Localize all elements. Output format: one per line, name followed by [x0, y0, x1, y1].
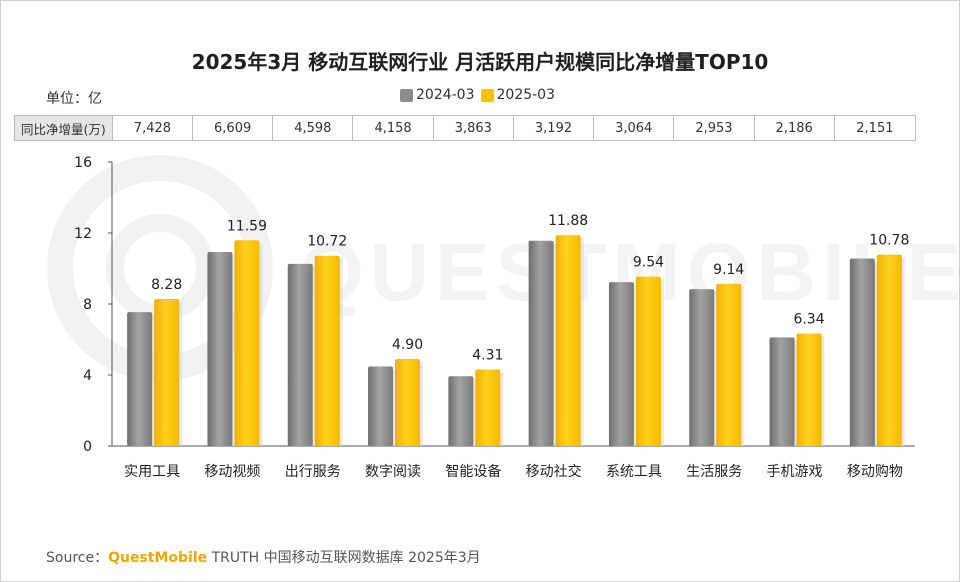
bar-2024-03 — [287, 263, 313, 446]
x-category-label: 移动视频 — [204, 464, 260, 480]
bar-2024-03 — [207, 251, 233, 446]
bar-2025-03 — [234, 240, 260, 446]
watermark: QUESTMOBILE — [47, 155, 960, 381]
bar-2024-03 — [368, 366, 394, 446]
bar-2025-03 — [395, 359, 421, 446]
data-label: 8.28 — [151, 277, 182, 293]
chart-title: 2025年3月 移动互联网行业 月活跃用户规模同比净增量TOP10 — [191, 50, 769, 74]
bar-2025-03 — [555, 235, 581, 446]
table-value-cell: 2,151 — [856, 120, 894, 136]
table-value-cell: 6,609 — [193, 116, 274, 140]
x-category-label: 实用工具 — [124, 464, 180, 480]
bar-2025-03 — [154, 299, 180, 446]
x-category-label: 智能设备 — [445, 463, 501, 480]
table-value-cell: 3,192 — [514, 116, 595, 140]
x-category-label: 出行服务 — [285, 464, 341, 480]
table-value-cell: 4,598 — [273, 116, 354, 140]
legend-item-2025: 2025-03 — [480, 87, 556, 103]
y-tick-label: 0 — [83, 439, 92, 455]
bar-2024-03 — [608, 282, 634, 446]
legend-swatch-2025 — [480, 88, 494, 102]
x-category-label: 系统工具 — [606, 464, 662, 480]
data-label: 9.54 — [633, 255, 664, 271]
x-category-label: 移动社交 — [526, 463, 582, 480]
data-label: 6.34 — [793, 311, 824, 327]
source-prefix: Source： — [46, 550, 109, 566]
unit-label: 单位：亿 — [46, 91, 102, 107]
bar-2024-03 — [528, 240, 554, 446]
bar-2025-03 — [635, 276, 661, 446]
source-note: Source：QuestMobile TRUTH 中国移动互联网数据库 2025… — [46, 547, 481, 567]
bar-2025-03 — [314, 255, 340, 446]
data-label: 9.14 — [713, 262, 744, 278]
x-category-label: 移动购物 — [847, 464, 903, 480]
table-value-cell: 3,863 — [434, 116, 514, 140]
bar-2024-03 — [127, 312, 153, 446]
bar-2025-03 — [475, 369, 501, 446]
x-category-label: 生活服务 — [686, 464, 742, 480]
table-value-cell: 7,428 — [113, 116, 194, 140]
source-brand: QuestMobile — [108, 550, 208, 566]
y-tick-label: 4 — [83, 368, 92, 384]
table-value-cell: 3,064 — [594, 116, 675, 140]
table-value-cell: 2,953 — [674, 116, 755, 140]
data-label: 11.59 — [227, 218, 267, 234]
bar-2025-03 — [716, 283, 742, 446]
net-increase-table: 同比净增量(万) 7,428 6,609 4,598 4,158 3,863 3… — [14, 115, 916, 141]
table-value-cell: 4,158 — [353, 116, 434, 140]
legend-swatch-2024 — [400, 88, 413, 102]
bar-2025-03 — [796, 333, 822, 446]
y-tick-label: 8 — [83, 297, 92, 313]
x-category-label: 数字阅读 — [365, 463, 421, 480]
table-header-cell: 同比净增量(万) — [15, 116, 113, 140]
data-label: 4.90 — [392, 337, 423, 353]
y-tick-label: 12 — [74, 226, 92, 242]
bar-2024-03 — [448, 376, 474, 446]
bar-2025-03 — [876, 254, 902, 446]
data-label: 10.78 — [869, 233, 909, 249]
y-tick-label: 16 — [74, 155, 92, 171]
data-label: 11.88 — [548, 213, 588, 229]
source-suffix: TRUTH 中国移动互联网数据库 2025年3月 — [207, 550, 481, 566]
legend-item-2024: 2024-03 — [400, 87, 475, 103]
data-label: 4.31 — [472, 347, 503, 363]
bar-2024-03 — [849, 258, 875, 446]
legend-label-2025: 2025-03 — [496, 87, 556, 103]
legend-label-2024: 2024-03 — [416, 87, 475, 103]
bar-2024-03 — [689, 289, 715, 446]
bar-2024-03 — [769, 337, 795, 446]
x-category-label: 手机游戏 — [767, 464, 823, 480]
table-value-cell: 2,186 — [755, 116, 835, 140]
data-label: 10.72 — [307, 234, 347, 250]
legend: 2024-03 2025-03 — [400, 87, 561, 103]
